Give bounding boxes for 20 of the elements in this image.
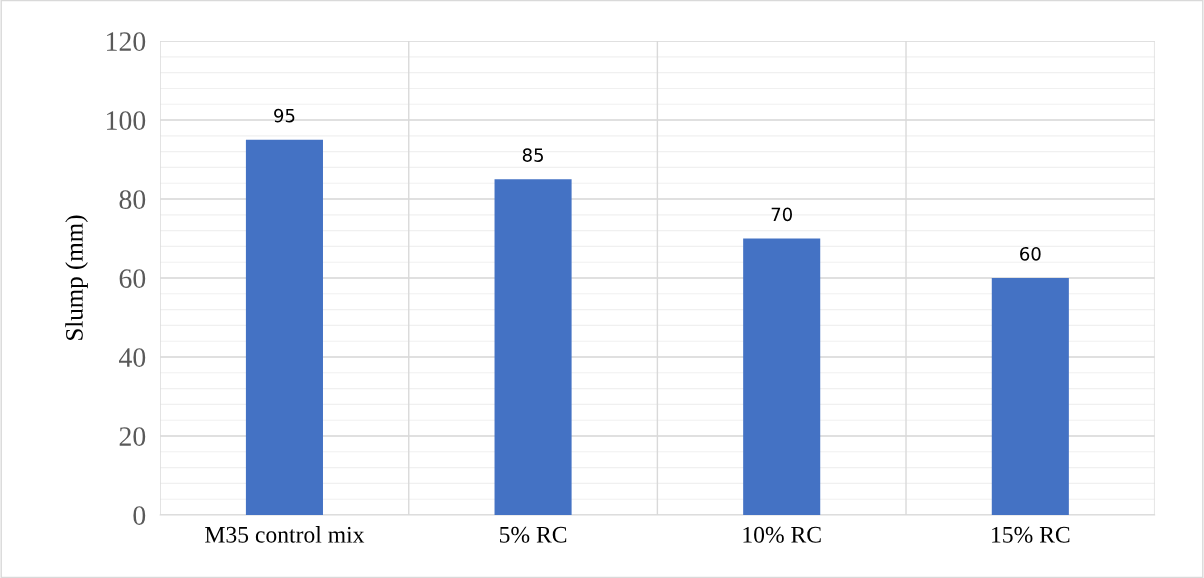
x-tick-label: 15% RC (992, 526, 1070, 543)
x-tick-label: M35 control mix (205, 526, 365, 543)
y-tick-label: 120 (107, 32, 146, 51)
x-tick-label: 5% RC (500, 526, 567, 543)
bar (494, 179, 572, 515)
bar (245, 139, 323, 515)
data-label: 95 (274, 108, 295, 123)
y-tick-label: 40 (119, 348, 146, 367)
y-tick-label: 100 (107, 111, 146, 130)
y-tick-label: 20 (119, 427, 146, 446)
data-label: 85 (522, 148, 543, 162)
y-tick-label: 0 (133, 506, 146, 525)
y-tick-label: 80 (119, 190, 146, 209)
data-label: 70 (771, 207, 792, 222)
x-tick-label: 10% RC (743, 526, 821, 543)
bar (743, 238, 821, 515)
bar (991, 278, 1069, 515)
y-axis-title: Slump (mm) (65, 215, 88, 340)
data-label: 60 (1020, 246, 1041, 261)
y-tick-label: 60 (119, 269, 146, 288)
